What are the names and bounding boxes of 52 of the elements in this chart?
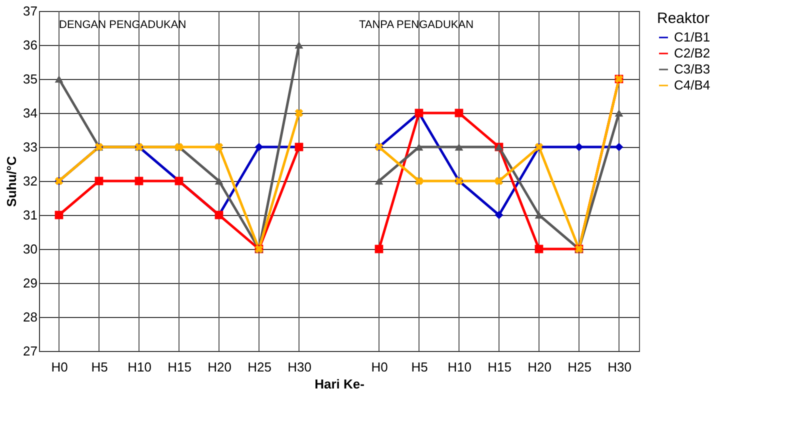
point — [374, 177, 384, 185]
x-tick-label: H10 — [128, 360, 152, 374]
point — [494, 210, 504, 220]
x-tick-label: H30 — [288, 360, 312, 374]
point — [54, 210, 64, 220]
point — [614, 142, 624, 152]
point — [574, 142, 584, 152]
y-tick-label: 37 — [23, 4, 38, 18]
y-tick-label: 33 — [23, 140, 38, 154]
x-tick-label: H15 — [488, 360, 512, 374]
point — [134, 176, 144, 186]
point — [454, 108, 464, 118]
x-tick-label: H0 — [371, 360, 388, 374]
legend-label: C3/B3 — [674, 62, 710, 76]
y-tick-label: 35 — [23, 72, 38, 86]
legend-title: Reaktor — [657, 10, 710, 27]
point — [614, 109, 624, 117]
y-tick-label: 36 — [23, 38, 38, 52]
point — [294, 108, 304, 118]
point — [374, 244, 384, 254]
point — [494, 176, 504, 186]
x-tick-label: H5 — [91, 360, 108, 374]
y-tick-label: 28 — [23, 310, 38, 324]
point — [534, 244, 544, 254]
x-tick-label: H15 — [168, 360, 192, 374]
point — [254, 142, 264, 152]
point — [454, 143, 464, 151]
y-tick-label: 27 — [23, 344, 38, 358]
x-tick-label: H25 — [248, 360, 272, 374]
x-tick-label: H20 — [208, 360, 232, 374]
point — [214, 177, 224, 185]
x-tick-label: H10 — [448, 360, 472, 374]
x-tick-label: H25 — [568, 360, 592, 374]
point — [414, 176, 424, 186]
y-tick-label: 29 — [23, 276, 38, 290]
x-axis-title: Hari Ke- — [314, 376, 364, 392]
y-axis-title: Suhu/°C — [4, 156, 20, 207]
legend-label: C4/B4 — [674, 78, 710, 92]
point — [94, 176, 104, 186]
x-tick-label: H0 — [51, 360, 68, 374]
point — [54, 75, 64, 83]
legend-label: C1/B1 — [674, 30, 710, 44]
x-tick-label: H5 — [411, 360, 428, 374]
y-tick-label: 34 — [23, 106, 38, 120]
point — [294, 41, 304, 49]
x-tick-label: H20 — [528, 360, 552, 374]
y-tick-label: 31 — [23, 208, 38, 222]
legend-label: C2/B2 — [674, 46, 710, 60]
y-tick-label: 32 — [23, 174, 38, 188]
point — [214, 142, 224, 152]
x-tick-label: H30 — [608, 360, 632, 374]
y-tick-label: 30 — [23, 242, 38, 256]
